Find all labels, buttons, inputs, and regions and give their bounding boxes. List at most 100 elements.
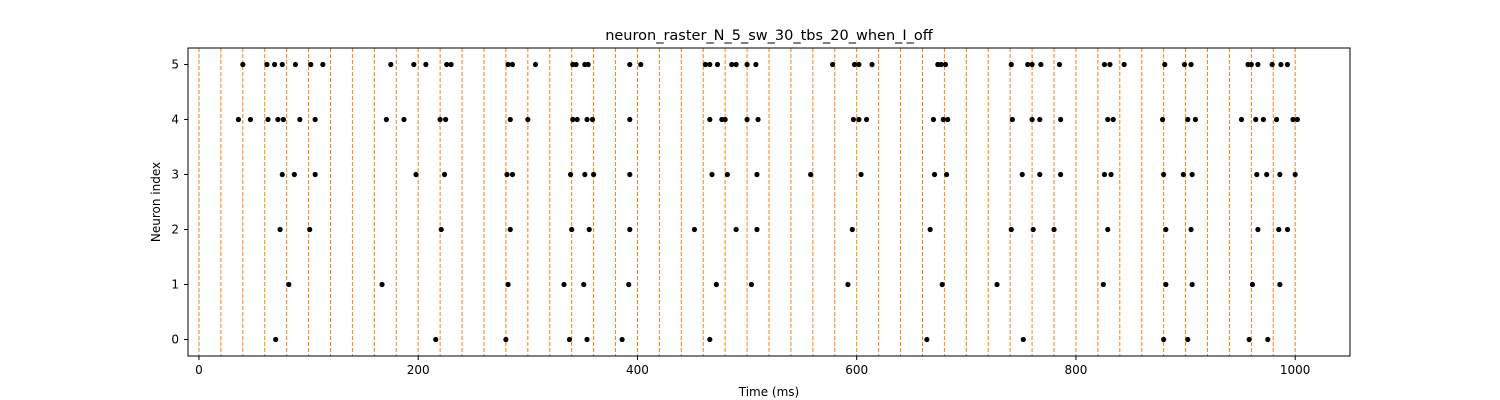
spike-points <box>235 61 1300 343</box>
spike-point <box>240 61 246 68</box>
spike-point <box>627 226 633 233</box>
spike-point <box>863 116 870 123</box>
spike-point <box>1238 116 1245 123</box>
spike-point <box>570 116 576 123</box>
spike-point <box>1163 226 1169 233</box>
spike-point <box>626 281 632 288</box>
spike-point <box>850 116 857 123</box>
spike-point <box>1277 281 1283 288</box>
spike-point <box>638 61 644 68</box>
spike-point <box>586 226 592 233</box>
spike-point <box>713 281 719 288</box>
spike-point <box>573 61 579 68</box>
spike-point <box>754 226 760 233</box>
spike-point <box>808 171 814 178</box>
spike-point <box>1101 61 1108 68</box>
spike-point <box>566 336 573 343</box>
spike-point <box>1159 116 1166 123</box>
y-tick-label: 2 <box>171 223 179 237</box>
spike-point <box>943 171 950 178</box>
spike-point <box>945 116 951 123</box>
spike-point <box>443 116 449 123</box>
spike-point <box>591 171 597 178</box>
spike-point <box>1100 281 1106 288</box>
spike-point <box>525 116 531 123</box>
spike-point <box>247 116 254 123</box>
spike-point <box>379 281 385 288</box>
spike-point <box>291 171 297 178</box>
spike-point <box>1264 171 1270 178</box>
x-tick-label: 200 <box>407 363 430 377</box>
spike-point <box>505 281 511 288</box>
spike-point <box>280 116 286 123</box>
spike-point <box>858 171 864 178</box>
spike-point <box>1253 116 1259 123</box>
spike-point <box>1180 171 1186 178</box>
x-tick-label: 400 <box>626 363 649 377</box>
spike-point <box>755 116 761 123</box>
spike-point <box>1051 226 1057 233</box>
spike-point <box>423 61 429 68</box>
spike-point <box>272 61 278 68</box>
spike-point <box>312 171 318 178</box>
spike-point <box>265 116 271 123</box>
spike-point <box>1246 336 1252 343</box>
spike-point <box>264 61 270 68</box>
spike-point <box>1162 61 1168 68</box>
spike-point <box>744 116 750 123</box>
spike-point <box>312 116 318 123</box>
y-tick-label: 4 <box>171 113 179 127</box>
spike-point <box>532 61 539 68</box>
spike-point <box>1038 61 1044 68</box>
spike-point <box>448 61 454 68</box>
spike-point <box>1019 171 1025 178</box>
spike-point <box>383 116 390 123</box>
spike-point <box>589 116 596 123</box>
y-tick-label: 3 <box>171 168 179 182</box>
spike-point <box>940 116 946 123</box>
spike-point <box>1189 171 1195 178</box>
spike-point <box>561 281 567 288</box>
spike-point <box>1009 116 1015 123</box>
spike-point <box>733 226 739 233</box>
spike-point <box>585 61 591 68</box>
spike-point <box>1284 226 1291 233</box>
spike-point <box>994 281 1000 288</box>
spike-point <box>1189 281 1195 288</box>
spike-point <box>709 171 715 178</box>
spike-point <box>707 116 713 123</box>
spike-point <box>1057 116 1064 123</box>
spike-point <box>401 116 407 123</box>
spike-point <box>1037 116 1043 123</box>
spike-point <box>411 61 417 68</box>
spike-point <box>307 226 313 233</box>
spike-point <box>1254 171 1260 178</box>
spike-point <box>1029 61 1035 68</box>
spike-point <box>275 116 281 123</box>
spike-point <box>733 61 739 68</box>
spike-point <box>1029 116 1035 123</box>
x-tick-label: 0 <box>195 363 203 377</box>
spike-point <box>927 226 933 233</box>
spike-point <box>691 226 698 233</box>
x-tick-label: 800 <box>1064 363 1087 377</box>
spike-point <box>729 61 735 68</box>
spike-point <box>504 171 510 178</box>
spike-point <box>1057 171 1064 178</box>
spike-point <box>851 61 858 68</box>
spike-point <box>1008 226 1014 233</box>
spike-point <box>627 171 633 178</box>
spike-point <box>1056 61 1063 68</box>
spike-point <box>724 171 730 178</box>
spike-point <box>505 61 511 68</box>
spike-point <box>581 281 587 288</box>
spike-point <box>574 116 580 123</box>
spike-point <box>869 61 875 68</box>
y-tick-label: 1 <box>171 278 179 292</box>
spike-point <box>1101 171 1108 178</box>
spike-point <box>438 226 444 233</box>
spike-point <box>1121 61 1127 68</box>
x-tick-label: 600 <box>845 363 868 377</box>
spike-point <box>1273 116 1280 123</box>
